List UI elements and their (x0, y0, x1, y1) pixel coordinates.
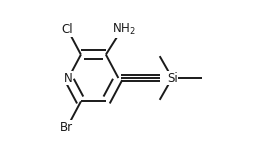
Text: NH$_2$: NH$_2$ (112, 22, 136, 37)
Text: Br: Br (60, 121, 74, 134)
Text: Cl: Cl (61, 23, 73, 36)
Text: N: N (64, 71, 73, 85)
Text: Si: Si (167, 71, 178, 85)
